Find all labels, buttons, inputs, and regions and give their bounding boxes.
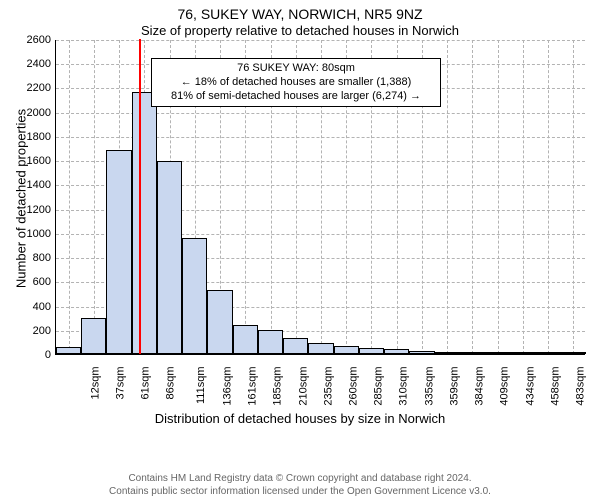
x-tick-label: 260sqm: [349, 367, 360, 406]
histogram-bar: [510, 352, 535, 354]
footer: Contains HM Land Registry data © Crown c…: [0, 473, 600, 498]
annotation-line-3: 81% of semi-detached houses are larger (…: [158, 90, 434, 104]
x-tick-label: 359sqm: [450, 367, 461, 406]
y-tick-label: 1200: [17, 205, 51, 216]
page-subtitle: Size of property relative to detached ho…: [0, 23, 600, 39]
annotation-line-2: ← 18% of detached houses are smaller (1,…: [158, 76, 434, 90]
histogram-bar: [536, 352, 561, 354]
y-tick-label: 2200: [17, 83, 51, 94]
x-tick-label: 434sqm: [525, 367, 536, 406]
annotation-box: 76 SUKEY WAY: 80sqm ← 18% of detached ho…: [151, 58, 441, 107]
y-tick-label: 2600: [17, 35, 51, 46]
y-tick-label: 2400: [17, 59, 51, 70]
histogram-bar: [56, 347, 81, 354]
y-tick-label: 2000: [17, 108, 51, 119]
plot-area: 76 SUKEY WAY: 80sqm ← 18% of detached ho…: [55, 40, 585, 355]
x-tick-label: 310sqm: [399, 367, 410, 406]
annotation-line-1: 76 SUKEY WAY: 80sqm: [158, 62, 434, 76]
histogram-bar: [233, 325, 258, 354]
page-title: 76, SUKEY WAY, NORWICH, NR5 9NZ: [0, 0, 600, 23]
gridline-v: [548, 40, 549, 354]
x-tick-label: 210sqm: [298, 367, 309, 406]
gridline-v: [69, 40, 70, 354]
x-tick-label: 185sqm: [273, 367, 284, 406]
histogram-bar: [283, 338, 308, 354]
y-tick-label: 1000: [17, 229, 51, 240]
gridline-v: [498, 40, 499, 354]
chart-container: Number of detached properties 76 SUKEY W…: [0, 40, 600, 440]
x-tick-label: 12sqm: [90, 367, 101, 400]
histogram-bar: [435, 352, 460, 354]
x-tick-label: 86sqm: [166, 367, 177, 400]
footer-line-1: Contains HM Land Registry data © Crown c…: [0, 473, 600, 486]
gridline-v: [472, 40, 473, 354]
histogram-bar: [308, 343, 333, 355]
histogram-bar: [460, 352, 485, 354]
histogram-bar: [258, 330, 283, 354]
x-tick-label: 409sqm: [500, 367, 511, 406]
x-tick-label: 111sqm: [196, 367, 207, 405]
y-tick-label: 1800: [17, 132, 51, 143]
x-tick-label: 285sqm: [374, 367, 385, 406]
y-axis-label: Number of detached properties: [14, 88, 29, 308]
x-tick-label: 384sqm: [475, 367, 486, 406]
gridline-v: [94, 40, 95, 354]
histogram-bar: [359, 348, 384, 354]
x-tick-label: 235sqm: [323, 367, 334, 406]
property-marker-line: [139, 39, 141, 354]
x-tick-label: 136sqm: [222, 367, 233, 406]
y-tick-label: 1600: [17, 156, 51, 167]
histogram-bar: [334, 346, 359, 354]
histogram-bar: [182, 238, 207, 354]
histogram-bar: [384, 349, 409, 354]
y-tick-label: 800: [17, 253, 51, 264]
y-tick-label: 400: [17, 302, 51, 313]
x-tick-label: 61sqm: [141, 367, 152, 400]
x-tick-label: 458sqm: [551, 367, 562, 406]
histogram-bar: [485, 352, 510, 354]
x-axis-label: Distribution of detached houses by size …: [0, 411, 600, 426]
x-tick-label: 335sqm: [424, 367, 435, 406]
y-tick-label: 0: [17, 350, 51, 361]
histogram-bar: [157, 161, 182, 354]
page-root: 76, SUKEY WAY, NORWICH, NR5 9NZ Size of …: [0, 0, 600, 500]
histogram-bar: [561, 352, 586, 354]
histogram-bar: [132, 92, 157, 354]
histogram-bar: [106, 150, 131, 354]
y-tick-label: 200: [17, 326, 51, 337]
histogram-bar: [207, 290, 232, 354]
histogram-bar: [409, 351, 434, 354]
y-tick-label: 1400: [17, 180, 51, 191]
x-tick-label: 161sqm: [248, 367, 259, 406]
gridline-v: [523, 40, 524, 354]
histogram-bar: [81, 318, 106, 354]
x-tick-label: 483sqm: [576, 367, 587, 406]
gridline-v: [447, 40, 448, 354]
x-tick-label: 37sqm: [115, 367, 126, 400]
gridline-v: [573, 40, 574, 354]
footer-line-2: Contains public sector information licen…: [0, 486, 600, 499]
y-tick-label: 600: [17, 277, 51, 288]
